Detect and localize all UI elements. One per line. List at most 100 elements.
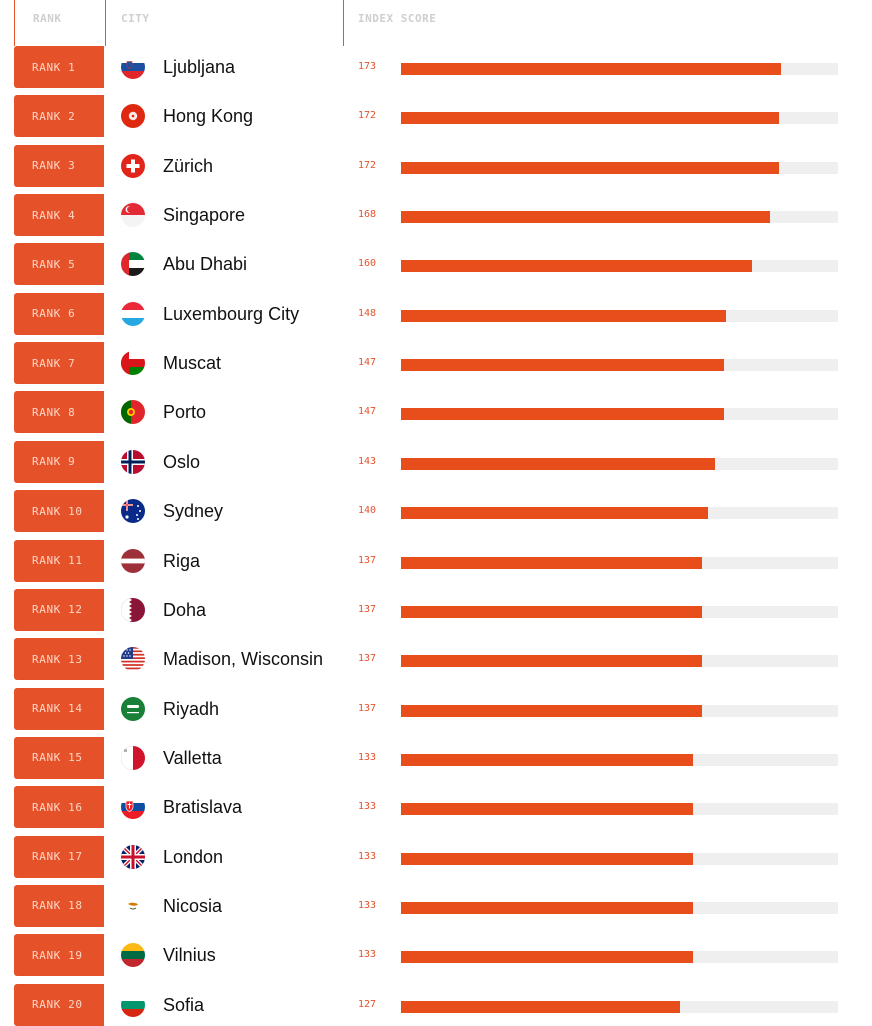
rank-label: RANK 17 [32, 850, 83, 864]
bar-track [401, 507, 838, 520]
rank-label: RANK 8 [32, 405, 76, 419]
city-name: Riyadh [163, 698, 220, 719]
uae-flag-icon [121, 252, 145, 277]
rank-cell: RANK 18 [14, 884, 104, 927]
city-name: Doha [163, 599, 207, 620]
latvia-flag-icon [121, 548, 145, 573]
qatar-flag-icon [121, 597, 145, 622]
table-row: RANK 6 Luxembourg City 148 [14, 292, 858, 335]
rank-cell: RANK 9 [14, 440, 104, 483]
rank-cell: RANK 16 [14, 786, 104, 829]
usa-flag-icon [121, 647, 145, 672]
rank-cell: RANK 14 [14, 687, 104, 730]
score-column-label: INDEX SCORE [358, 12, 437, 25]
bulgaria-flag-icon [121, 992, 145, 1017]
rank-label: RANK 12 [32, 603, 83, 617]
city-name: Valletta [163, 747, 222, 768]
table-row: RANK 2 Hong Kong 172 [14, 95, 858, 138]
lithuania-flag-icon [121, 943, 145, 968]
city-name: Muscat [163, 353, 222, 374]
table-row: RANK 13 Madison, Wisconsin 137 [14, 638, 858, 681]
bar-track [401, 63, 838, 75]
city-name: Ljubljana [163, 57, 236, 77]
score-value-label: 143 [358, 455, 377, 467]
score-bar [401, 803, 694, 816]
rank-label: RANK 9 [32, 455, 76, 469]
table-row: RANK 7 Muscat 147 [14, 342, 858, 385]
score-column-header: INDEX SCORE [344, 0, 844, 46]
score-bar [401, 309, 726, 322]
score-bar [401, 260, 753, 273]
table-row: RANK 10 Sydney 140 [14, 490, 858, 533]
score-bar [401, 63, 781, 75]
score-bar [401, 951, 694, 964]
bar-track [401, 605, 838, 618]
score-value-label: 133 [358, 751, 377, 763]
rank-cell: RANK 2 [14, 95, 104, 138]
rank-column-header: RANK [14, 0, 106, 46]
bar-track [401, 260, 838, 273]
table-row: RANK 8 Porto 147 [14, 391, 858, 434]
bar-track [401, 359, 838, 372]
bar-track [401, 803, 838, 816]
bar-track [401, 753, 838, 766]
table-row: RANK 16 Bratislava 133 [14, 786, 858, 829]
score-bar [401, 408, 724, 421]
bar-track [401, 655, 838, 668]
bar-track [401, 161, 838, 174]
score-bar [401, 605, 702, 618]
rank-label: RANK 20 [32, 998, 83, 1012]
table-row: RANK 15 Valletta 133 [14, 736, 858, 779]
table-row: RANK 3 Zürich 172 [14, 144, 858, 187]
table-row: RANK 1 Ljubljana 173 [14, 46, 858, 88]
score-bar [401, 753, 694, 766]
switzerland-flag-icon [121, 153, 145, 178]
score-value-label: 168 [358, 209, 377, 221]
bar-track [401, 852, 838, 865]
table-row: RANK 17 London 133 [14, 835, 858, 878]
rank-cell: RANK 6 [14, 292, 104, 335]
bar-track [401, 457, 838, 470]
score-value-label: 160 [358, 258, 377, 270]
rank-cell: RANK 10 [14, 490, 104, 533]
city-name: London [163, 846, 224, 867]
uk-flag-icon [121, 844, 145, 869]
rank-label: RANK 6 [32, 307, 76, 321]
score-value-label: 133 [358, 949, 377, 961]
score-bar [401, 556, 702, 569]
score-value-label: 137 [358, 702, 377, 714]
rank-label: RANK 5 [32, 257, 76, 271]
australia-flag-icon [121, 499, 145, 524]
bar-track [401, 704, 838, 717]
score-bar [401, 1000, 680, 1013]
city-name: Oslo [163, 451, 201, 472]
rank-label: RANK 2 [32, 109, 76, 123]
slovenia-flag-icon [121, 55, 145, 79]
score-value-label: 148 [358, 307, 377, 319]
rank-label: RANK 11 [32, 554, 83, 567]
city-name: Abu Dhabi [163, 254, 248, 275]
rank-cell: RANK 7 [14, 342, 104, 385]
cyprus-flag-icon [121, 893, 145, 918]
table-row: RANK 9 Oslo 143 [14, 440, 858, 483]
rank-cell: RANK 17 [14, 835, 104, 878]
city-name: Zürich [163, 155, 214, 176]
score-bar [401, 161, 779, 174]
city-name: Hong Kong [163, 106, 254, 127]
rank-cell: RANK 5 [14, 243, 104, 286]
bar-track [401, 556, 838, 569]
rank-label: RANK 1 [32, 60, 76, 74]
hong-kong-flag-icon [121, 104, 145, 129]
rank-cell: RANK 3 [14, 144, 104, 187]
rank-column-label: RANK [33, 12, 62, 25]
slovakia-flag-icon [121, 795, 145, 820]
score-value-label: 137 [358, 603, 377, 615]
bar-track [401, 112, 838, 125]
table-header: RANK CITY INDEX SCORE [14, 0, 858, 46]
rank-label: RANK 19 [32, 948, 83, 962]
rank-cell: RANK 19 [14, 934, 104, 977]
score-bar [401, 457, 715, 470]
score-bar [401, 852, 694, 865]
rank-cell: RANK 20 [14, 983, 104, 1026]
rank-cell: RANK 1 [14, 46, 104, 88]
